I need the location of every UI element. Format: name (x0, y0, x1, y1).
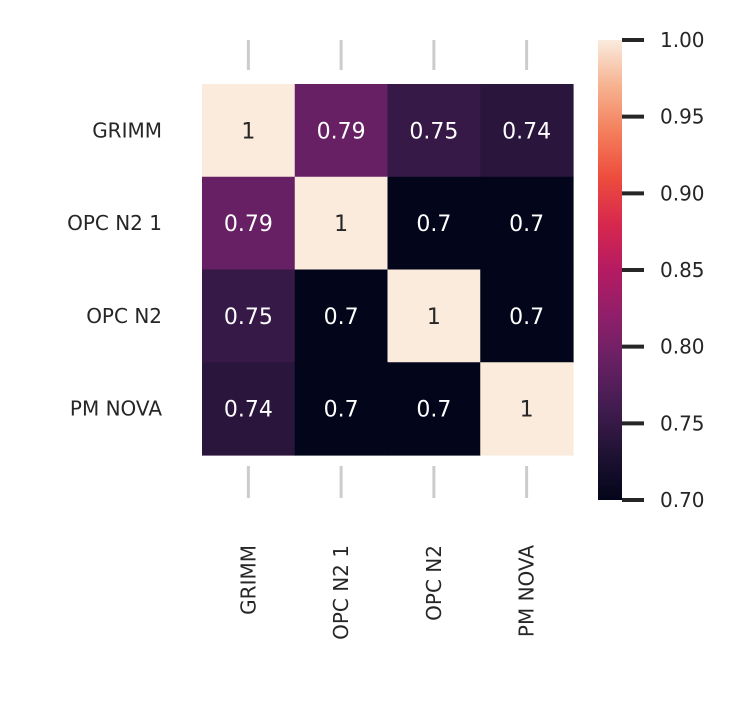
heatmap-cell (480, 362, 574, 456)
heatmap-cell (480, 269, 574, 363)
y-tick-label: OPC N2 1 (67, 211, 162, 235)
heatmap-cell (202, 176, 296, 271)
cell-annotation: 1 (334, 212, 348, 237)
heatmap-cell (294, 362, 389, 456)
cell-annotation: 0.74 (502, 119, 551, 144)
colorbar-tick-label: 0.80 (660, 335, 705, 359)
cell-annotation: 0.7 (509, 305, 544, 330)
cell-annotation: 0.79 (224, 212, 273, 237)
heatmap-cell (480, 84, 574, 178)
x-axis: GRIMM OPC N2 1 OPC N2 PM NOVA (236, 40, 539, 640)
heatmap-cell (387, 176, 481, 271)
y-tick-label: OPC N2 (86, 304, 162, 328)
heatmap-cell (387, 362, 481, 456)
heatmap-cell (387, 269, 481, 363)
cell-annotation: 0.7 (416, 212, 451, 237)
colorbar-tick-label: 0.95 (660, 105, 705, 129)
colorbar-tick-label: 1.00 (660, 28, 705, 52)
y-axis: GRIMM OPC N2 1 OPC N2 PM NOVA (67, 118, 162, 420)
cell-annotation: 1 (241, 119, 255, 144)
cell-annotation: 0.7 (324, 398, 359, 423)
cell-annotation: 0.7 (416, 398, 451, 423)
heatmap-cell (294, 269, 389, 363)
heatmap-cell (202, 84, 296, 178)
colorbar-tick-label: 0.85 (660, 258, 705, 282)
heatmap-cell (202, 362, 296, 456)
x-tick-label: GRIMM (236, 545, 260, 615)
colorbar-gradient (598, 40, 622, 500)
x-tick-label: OPC N2 (422, 545, 446, 621)
heatmap-cell (294, 176, 389, 271)
cell-annotation: 1 (520, 398, 534, 423)
heatmap-cell (387, 84, 481, 178)
cell-annotation: 0.74 (224, 398, 273, 423)
colorbar-tick-label: 0.75 (660, 411, 705, 435)
heatmap-cell (294, 84, 389, 178)
cell-annotation: 0.7 (324, 305, 359, 330)
y-tick-label: PM NOVA (70, 397, 162, 421)
x-tick-label: PM NOVA (515, 545, 539, 637)
colorbar: 0.70 0.75 0.80 0.85 0.90 0.95 1.00 (598, 28, 705, 512)
cell-annotation: 0.7 (509, 212, 544, 237)
cell-annotation: 0.75 (409, 119, 458, 144)
heatmap-cell (202, 269, 296, 363)
heatmap-cells: 1 0.79 0.75 0.74 0.79 1 0.7 0.7 0.75 0.7 1 0.7 0.74 0… (202, 84, 574, 456)
colorbar-tick-label: 0.70 (660, 488, 705, 512)
x-tick-label: OPC N2 1 (329, 545, 353, 640)
colorbar-tick-label: 0.90 (660, 181, 705, 205)
y-tick-label: GRIMM (92, 118, 162, 142)
cell-annotation: 0.79 (317, 119, 366, 144)
cell-annotation: 0.75 (224, 305, 273, 330)
cell-annotation: 1 (427, 305, 441, 330)
heatmap-cell (480, 176, 574, 271)
